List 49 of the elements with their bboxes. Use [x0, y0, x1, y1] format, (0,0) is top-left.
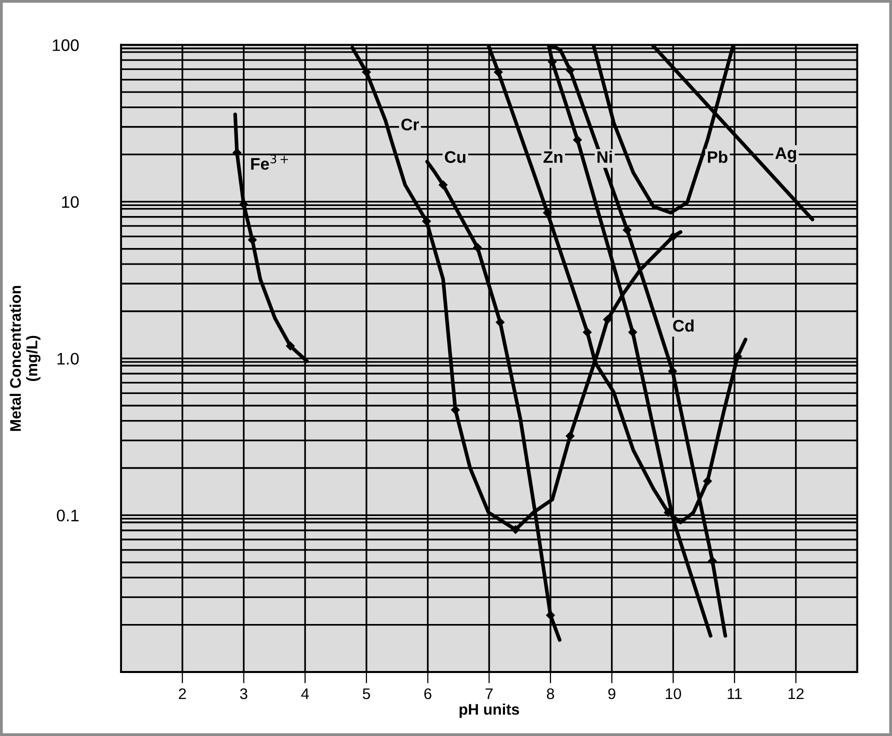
annotation: Fe$^{3+}$ — [251, 154, 288, 170]
point — [496, 318, 505, 327]
annotation: Ag — [775, 147, 796, 162]
point — [668, 232, 678, 242]
x-tick-label: 6 — [424, 688, 432, 700]
point — [232, 148, 242, 158]
x-tick-label: 11 — [728, 688, 742, 700]
y-tick-label: 1.0 — [57, 352, 79, 365]
point — [622, 225, 632, 235]
annotation: Pb — [708, 150, 728, 163]
x-tick-label: 2 — [178, 688, 186, 700]
point — [362, 68, 372, 77]
y-tick-label: 100 — [52, 39, 79, 52]
point — [582, 328, 592, 337]
x-tick-label: 7 — [486, 688, 493, 700]
point — [602, 314, 612, 324]
point — [566, 66, 575, 75]
point — [628, 328, 638, 337]
x-tick-label: 12 — [788, 688, 804, 700]
point — [422, 216, 432, 226]
point — [668, 366, 678, 376]
point — [702, 476, 712, 486]
point — [546, 610, 556, 620]
point — [286, 341, 295, 351]
point — [510, 524, 520, 534]
annotation: Ni — [598, 150, 612, 163]
x-tick-label: 4 — [301, 688, 309, 700]
y-tick-label: 10 — [62, 196, 79, 208]
point — [566, 431, 575, 441]
x-tick-label: 9 — [608, 688, 616, 700]
x-tick-label: 5 — [362, 688, 370, 700]
x-tick-label: 8 — [546, 688, 554, 700]
annotation: Cr — [401, 118, 419, 130]
annotation: Zn — [544, 151, 562, 163]
point — [438, 180, 448, 190]
annotation: Cu — [444, 151, 466, 163]
y-axis-title: Metal Concentration (mg/L) — [10, 286, 40, 431]
point — [548, 57, 557, 66]
x-tick-label: 10 — [666, 688, 682, 700]
point — [572, 135, 582, 144]
y-tick-label: 0.1 — [56, 510, 79, 522]
x-tick-label: 3 — [240, 688, 248, 700]
point — [494, 68, 503, 77]
point — [542, 208, 552, 218]
x-axis-title: pH units — [460, 704, 520, 718]
point — [708, 556, 718, 566]
point — [732, 352, 742, 362]
point — [472, 242, 482, 252]
annotation: Cd — [673, 319, 694, 332]
